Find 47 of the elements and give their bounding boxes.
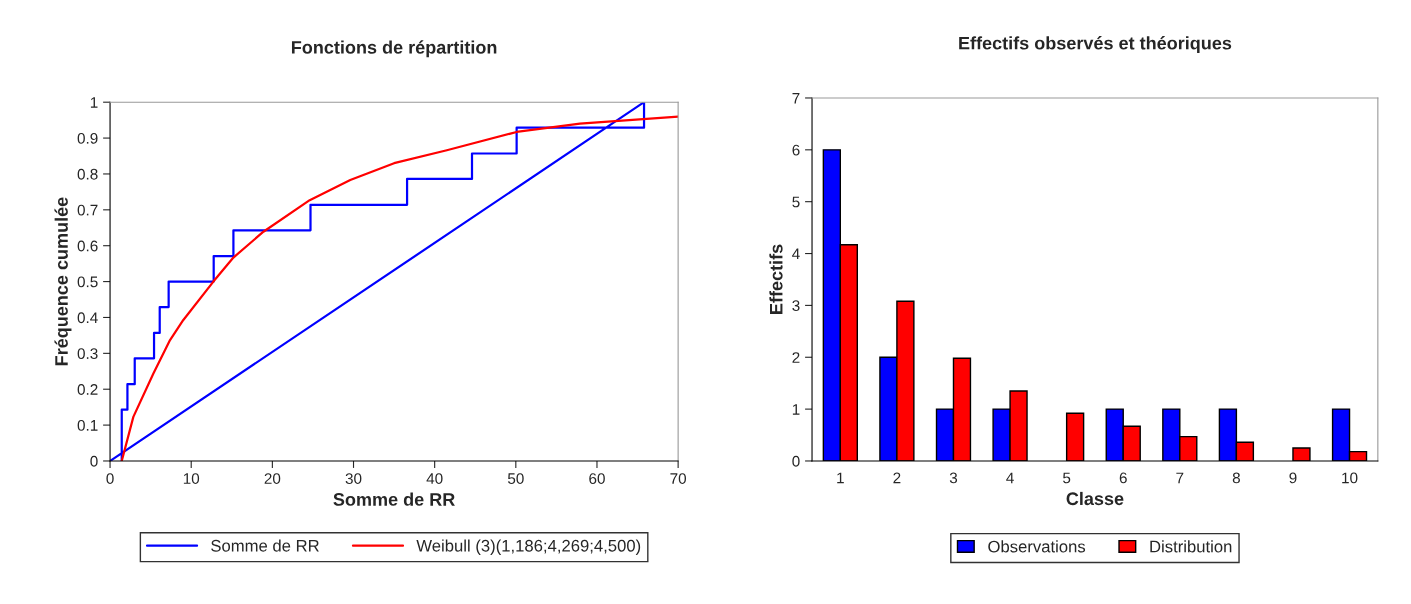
y-tick-label: 0	[90, 455, 98, 467]
legend-label: Somme de RR	[211, 539, 319, 552]
x-axis-title: Somme de RR	[333, 492, 455, 506]
y-tick-label: 0.1	[77, 419, 98, 431]
y-tick-label: 0.8	[77, 168, 98, 180]
y-tick-label: 6	[792, 144, 800, 156]
y-tick-label: 0.7	[77, 204, 98, 216]
y-tick-label: 0.6	[77, 240, 98, 252]
y-tick-label: 0.9	[77, 132, 98, 144]
y-axis-title: Effectifs	[769, 244, 783, 314]
y-tick-label: 0	[792, 455, 800, 467]
x-axis-title: Classe	[1066, 491, 1124, 506]
x-tick-label: 4	[1006, 472, 1014, 484]
y-tick-label: 4	[792, 248, 800, 260]
y-tick-label: 3	[792, 300, 800, 312]
y-tick-label: 0.4	[77, 312, 98, 324]
x-tick-label: 7	[1176, 472, 1184, 484]
y-tick-label: 0.3	[77, 348, 98, 360]
x-tick-label: 8	[1232, 472, 1240, 484]
x-tick-label: 1	[837, 472, 844, 484]
y-tick-label: 0.2	[77, 384, 98, 395]
x-tick-label: 30	[345, 473, 362, 484]
legend-label: Observations	[988, 540, 1086, 553]
x-tick-label: 3	[949, 472, 958, 484]
y-tick-label: 0.5	[77, 276, 98, 288]
y-tick-label: 5	[792, 196, 800, 208]
x-tick-label: 20	[264, 473, 281, 484]
x-tick-label: 50	[507, 473, 524, 484]
y-tick-label: 1	[90, 97, 98, 108]
x-tick-label: 9	[1289, 472, 1297, 484]
legend-label: Distribution	[1150, 540, 1232, 553]
x-tick-label: 0	[106, 473, 114, 484]
x-tick-label: 40	[426, 473, 443, 484]
chart-title: Effectifs observés et théoriques	[959, 36, 1232, 54]
x-tick-label: 2	[893, 472, 901, 484]
chart-title: Fonctions de répartition	[291, 40, 497, 58]
x-tick-label: 70	[670, 473, 687, 484]
y-tick-label: 2	[792, 352, 800, 363]
legend-label: Weibull (3)(1,186;4,269;4,500)	[416, 539, 641, 555]
x-tick-label: 60	[589, 473, 605, 484]
x-tick-label: 10	[1342, 472, 1358, 484]
x-tick-label: 5	[1063, 472, 1071, 484]
x-tick-label: 6	[1119, 472, 1127, 484]
y-axis-title: Fréquence cumulée	[54, 197, 72, 366]
x-tick-label: 10	[183, 473, 200, 484]
y-tick-label: 1	[792, 404, 800, 415]
y-tick-label: 7	[792, 92, 800, 104]
